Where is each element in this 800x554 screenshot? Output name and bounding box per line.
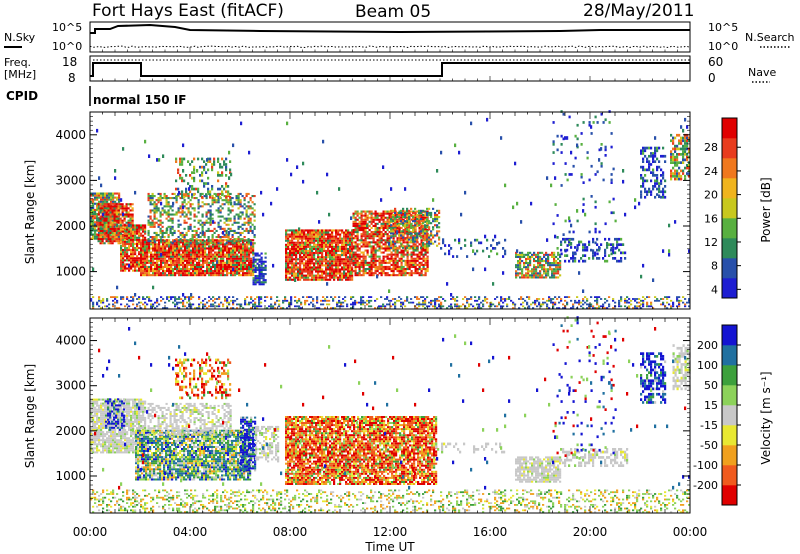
power-cbar-frame <box>721 117 738 299</box>
x-tick-label: 20:00 <box>573 525 608 539</box>
nsearch-tick-top: 10^5 <box>708 21 738 34</box>
y-tick-label: 4000 <box>55 128 86 142</box>
x-tick-label: 16:00 <box>473 525 508 539</box>
y-tick-label: 1000 <box>55 469 86 483</box>
power-cbar-swatch <box>722 218 737 239</box>
y-tick-label: 2000 <box>55 219 86 233</box>
beam-label: Beam 05 <box>355 2 431 22</box>
power-axes: 4000 3000 2000 1000 <box>55 112 691 309</box>
vel-cbar-swatch <box>722 425 737 446</box>
power-cbar-label: 16 <box>704 212 718 225</box>
power-heatmap <box>90 110 691 309</box>
power-cbar-swatch <box>722 158 737 179</box>
freq-unit-label: [MHz] <box>4 68 36 81</box>
y-tick-label: 4000 <box>55 334 86 348</box>
velocity-heatmap <box>90 316 691 513</box>
nave-tick-top: 60 <box>708 55 723 69</box>
vel-cbar-label: -100 <box>693 459 718 472</box>
power-cbar-swatch <box>722 138 737 159</box>
date-label: 28/May/2011 <box>583 1 695 21</box>
vel-cbar-label: -15 <box>700 419 718 432</box>
velocity-ylabel: Slant Range [km] <box>23 364 37 468</box>
freq-label: Freq. <box>4 56 31 69</box>
power-ylabel: Slant Range [km] <box>23 160 37 264</box>
vel-cbar-label: 200 <box>697 339 718 352</box>
vel-cbar-swatch <box>722 405 737 426</box>
vel-cbar-swatch <box>722 345 737 366</box>
power-cbar-label: 12 <box>704 236 718 249</box>
velocity-colorbar: 200 100 50 15 -15 -50 -100 -200 <box>693 324 741 506</box>
vel-cbar-label: -50 <box>700 439 718 452</box>
power-cbar-swatch <box>722 258 737 279</box>
noise-series <box>89 23 691 49</box>
x-tick-label: 00:00 <box>673 525 708 539</box>
nsky-line <box>90 23 690 34</box>
cpid-value: normal 150 IF <box>93 93 187 107</box>
power-cbar-label: 24 <box>704 165 718 178</box>
nsky-label: N.Sky <box>4 31 36 44</box>
time-axis-label: Time UT <box>364 540 415 554</box>
freq-tick-top: 18 <box>62 55 77 69</box>
x-tick-label: 00:00 <box>73 525 108 539</box>
x-tick-label: 04:00 <box>173 525 208 539</box>
vel-cbar-swatch <box>722 325 737 346</box>
power-cbar-swatch <box>722 278 737 299</box>
x-tick-label: 08:00 <box>273 525 308 539</box>
vel-cbar-swatch <box>722 385 737 406</box>
nsky-tick-bottom: 10^0 <box>52 40 82 53</box>
velocity-colorbar-label: Velocity [m s⁻¹] <box>759 371 773 464</box>
power-cbar-swatch <box>722 118 737 139</box>
y-tick-label: 3000 <box>55 379 86 393</box>
vel-cbar-swatch <box>722 445 737 466</box>
nsky-tick-top: 10^5 <box>52 21 82 34</box>
power-cbar-swatch <box>722 178 737 199</box>
power-colorbar-label: Power [dB] <box>759 177 773 242</box>
power-cbar-label: 20 <box>704 189 718 202</box>
power-cbar-label: 28 <box>704 141 718 154</box>
vel-cbar-frame <box>721 324 738 506</box>
nave-label: Nave <box>748 66 776 79</box>
y-tick-label: 1000 <box>55 265 86 279</box>
power-colorbar: 28 24 20 16 12 8 4 <box>704 117 741 299</box>
time-axis: 00:00 04:00 08:00 12:00 16:00 20:00 00:00 <box>73 47 708 539</box>
vel-cbar-swatch <box>722 365 737 386</box>
power-cbar-label: 4 <box>711 283 718 296</box>
freq-series <box>90 59 690 77</box>
nsearch-label: N.Search <box>745 31 795 44</box>
vel-cbar-swatch <box>722 465 737 486</box>
vel-cbar-label: 100 <box>697 359 718 372</box>
nsearch-tick-bottom: 10^0 <box>708 40 738 53</box>
freq-tick-bottom: 8 <box>68 71 76 85</box>
x-tick-label: 12:00 <box>373 525 408 539</box>
power-cbar-label: 8 <box>711 260 718 273</box>
vel-cbar-label: -200 <box>693 479 718 492</box>
y-tick-label: 2000 <box>55 424 86 438</box>
station-title: Fort Hays East (fitACF) <box>92 1 284 21</box>
power-cbar-swatch <box>722 198 737 219</box>
velocity-axes: 4000 3000 2000 1000 <box>55 318 691 513</box>
nave-tick-bottom: 0 <box>708 71 716 85</box>
vel-cbar-label: 15 <box>704 399 718 412</box>
vel-cbar-label: 50 <box>704 379 718 392</box>
y-tick-label: 3000 <box>55 173 86 187</box>
freq-line <box>90 62 690 77</box>
vel-cbar-swatch <box>722 485 737 506</box>
cpid-label: CPID <box>6 89 38 103</box>
power-cbar-swatch <box>722 238 737 259</box>
